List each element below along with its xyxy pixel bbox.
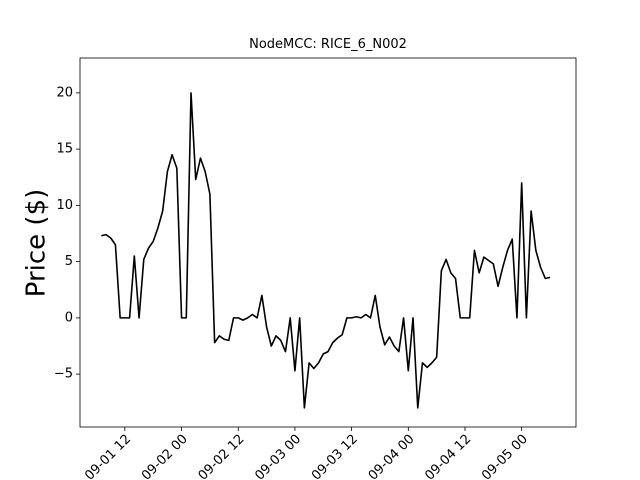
x-tick-label: 09-02 12 — [196, 432, 248, 480]
y-axis-label: Price ($) — [22, 189, 52, 298]
x-tick-label: 09-05 00 — [479, 432, 531, 480]
y-tick-label: 0 — [65, 310, 73, 325]
y-tick-label: 20 — [56, 85, 73, 100]
price-line — [101, 92, 551, 409]
x-tick-label: 09-02 00 — [139, 432, 191, 480]
axes-frame — [79, 57, 577, 428]
y-tick-label: 15 — [56, 142, 73, 157]
x-tick-label: 09-03 00 — [252, 432, 304, 480]
x-tick-label: 09-01 12 — [82, 432, 134, 480]
y-tick-label: 10 — [56, 198, 73, 213]
y-tick-label: −5 — [54, 367, 73, 382]
x-tick-label: 09-04 12 — [422, 432, 474, 480]
y-tick-label: 5 — [65, 254, 73, 269]
chart-title: NodeMCC: RICE_6_N002 — [249, 37, 407, 52]
x-tick-label: 09-04 00 — [366, 432, 418, 480]
x-tick-label: 09-03 12 — [309, 432, 361, 480]
